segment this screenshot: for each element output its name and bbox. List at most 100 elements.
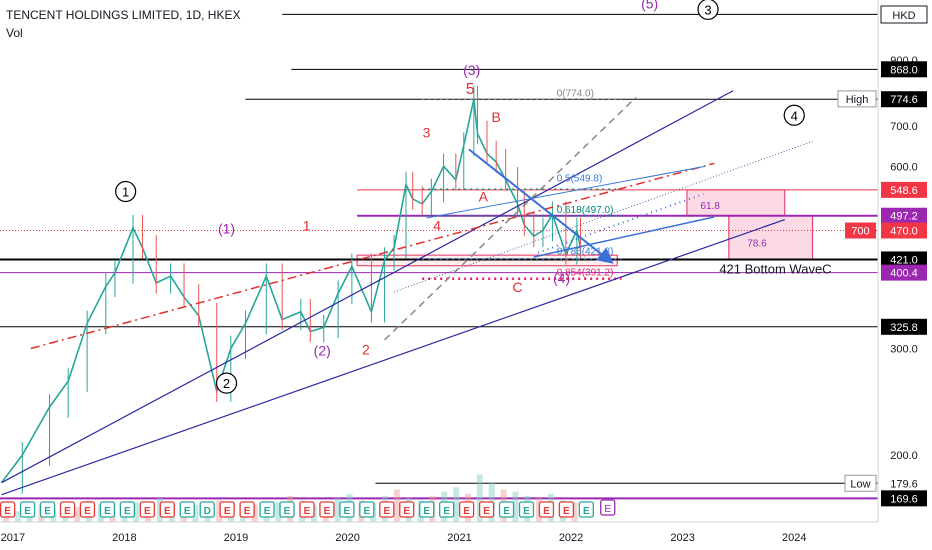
volume-bar	[571, 502, 578, 522]
volume-bar	[536, 498, 543, 522]
wave-label: 1	[122, 184, 129, 199]
volume-bar	[393, 489, 400, 522]
earnings-marker	[558, 501, 575, 518]
earnings-marker	[439, 501, 455, 518]
volume-bar	[74, 506, 81, 522]
trend-line	[384, 96, 637, 341]
chart-annotation: (5)	[641, 0, 658, 11]
year-tick-label: 2022	[559, 532, 583, 544]
volume-bar	[156, 498, 163, 522]
chart-annotation: 78.6	[747, 239, 767, 250]
trend-line	[468, 148, 614, 264]
chart-annotation: 1	[303, 218, 311, 234]
earnings-marker	[159, 501, 175, 518]
volume-bar	[26, 506, 33, 522]
earnings-marker	[458, 501, 475, 518]
trend-line	[393, 140, 813, 293]
earnings-marker-label: E	[503, 506, 510, 517]
wave-label: 3	[704, 2, 711, 17]
volume-bar	[192, 504, 199, 522]
chart-annotation: 0.5(549.8)	[557, 174, 603, 185]
earnings-marker-label: E	[304, 506, 311, 517]
price-label: 470.0	[890, 226, 918, 238]
earnings-marker-label: E	[563, 506, 570, 517]
price-label: 325.8	[890, 322, 918, 334]
price-tag-box	[837, 90, 877, 108]
volume-bar	[464, 493, 471, 522]
earnings-marker-label: E	[44, 506, 51, 517]
currency-label: HKD	[892, 10, 915, 22]
price-tag: High	[846, 94, 869, 106]
earnings-marker	[199, 501, 215, 518]
wave-label-circle	[215, 372, 238, 394]
earnings-marker	[359, 501, 375, 518]
price-label-box	[881, 61, 927, 78]
earnings-marker-label: E	[224, 506, 231, 517]
price-label-box	[881, 181, 927, 198]
volume-bar	[251, 504, 258, 522]
earnings-marker-label: E	[403, 506, 410, 517]
volume-bar	[121, 509, 128, 522]
price-tick-label: 300.0	[890, 343, 918, 355]
price-label-box	[881, 91, 927, 108]
price-label-box	[881, 318, 927, 335]
chart-annotation: 2	[362, 342, 370, 358]
trend-line	[426, 165, 706, 219]
earnings-marker	[279, 501, 295, 518]
earnings-marker-label: D	[204, 506, 211, 517]
fib-zone-box	[728, 215, 814, 260]
chart-annotation: (1)	[218, 220, 235, 236]
earnings-marker	[498, 501, 515, 518]
price-label-box	[881, 490, 927, 507]
earnings-marker	[239, 501, 255, 518]
volume-bar	[476, 474, 483, 522]
year-tick-label: 2019	[224, 532, 248, 544]
earnings-marker-label: E	[184, 506, 191, 517]
price-label-box	[881, 222, 927, 239]
price-label-box	[881, 475, 927, 492]
earnings-marker-label: E	[84, 506, 91, 517]
earnings-marker	[578, 501, 595, 518]
volume-bar	[358, 500, 365, 522]
fib-zone-box	[356, 254, 618, 267]
volume-label: Vol	[6, 26, 23, 40]
price-tick-label: 900.0	[890, 55, 918, 67]
price-label-box	[881, 251, 927, 268]
chart-annotation: B	[491, 109, 500, 125]
earnings-marker	[59, 501, 76, 518]
price-label: 775.6	[890, 94, 918, 106]
earnings-marker	[319, 501, 335, 518]
volume-bar	[512, 491, 519, 522]
volume-bar	[417, 500, 424, 522]
year-tick-label: 2021	[447, 532, 471, 544]
volume-bar	[488, 483, 495, 522]
year-tick-label: 2017	[1, 532, 25, 544]
earnings-marker	[299, 501, 315, 518]
chart-annotation: C	[513, 279, 523, 295]
year-tick-label: 2024	[782, 532, 806, 544]
year-tick-label: 2018	[112, 532, 136, 544]
volume-bar	[145, 504, 152, 522]
wave-label: 4	[791, 108, 798, 123]
earnings-marker-label: E	[344, 506, 351, 517]
earnings-marker-label: E	[443, 506, 450, 517]
chart-annotation: 4	[433, 218, 441, 234]
volume-bar	[559, 500, 566, 522]
earnings-marker	[19, 501, 36, 518]
volume-bar	[2, 509, 9, 522]
earnings-marker	[259, 501, 275, 518]
price-tag: 700	[851, 226, 869, 238]
price-label: 421.0	[890, 254, 918, 266]
earnings-marker-label: E	[604, 504, 611, 515]
earnings-marker-label: E	[264, 506, 271, 517]
volume-bar	[547, 493, 554, 522]
volume-bar	[204, 502, 211, 522]
earnings-marker-label: E	[324, 506, 331, 517]
volume-bar	[216, 500, 223, 522]
chart-annotation: 0(774.0)	[557, 88, 594, 99]
earnings-marker-label: E	[583, 506, 590, 517]
price-tag-box	[845, 222, 876, 239]
chart-annotation: 0.786(421.8)	[557, 246, 614, 257]
volume-bar	[334, 498, 341, 522]
